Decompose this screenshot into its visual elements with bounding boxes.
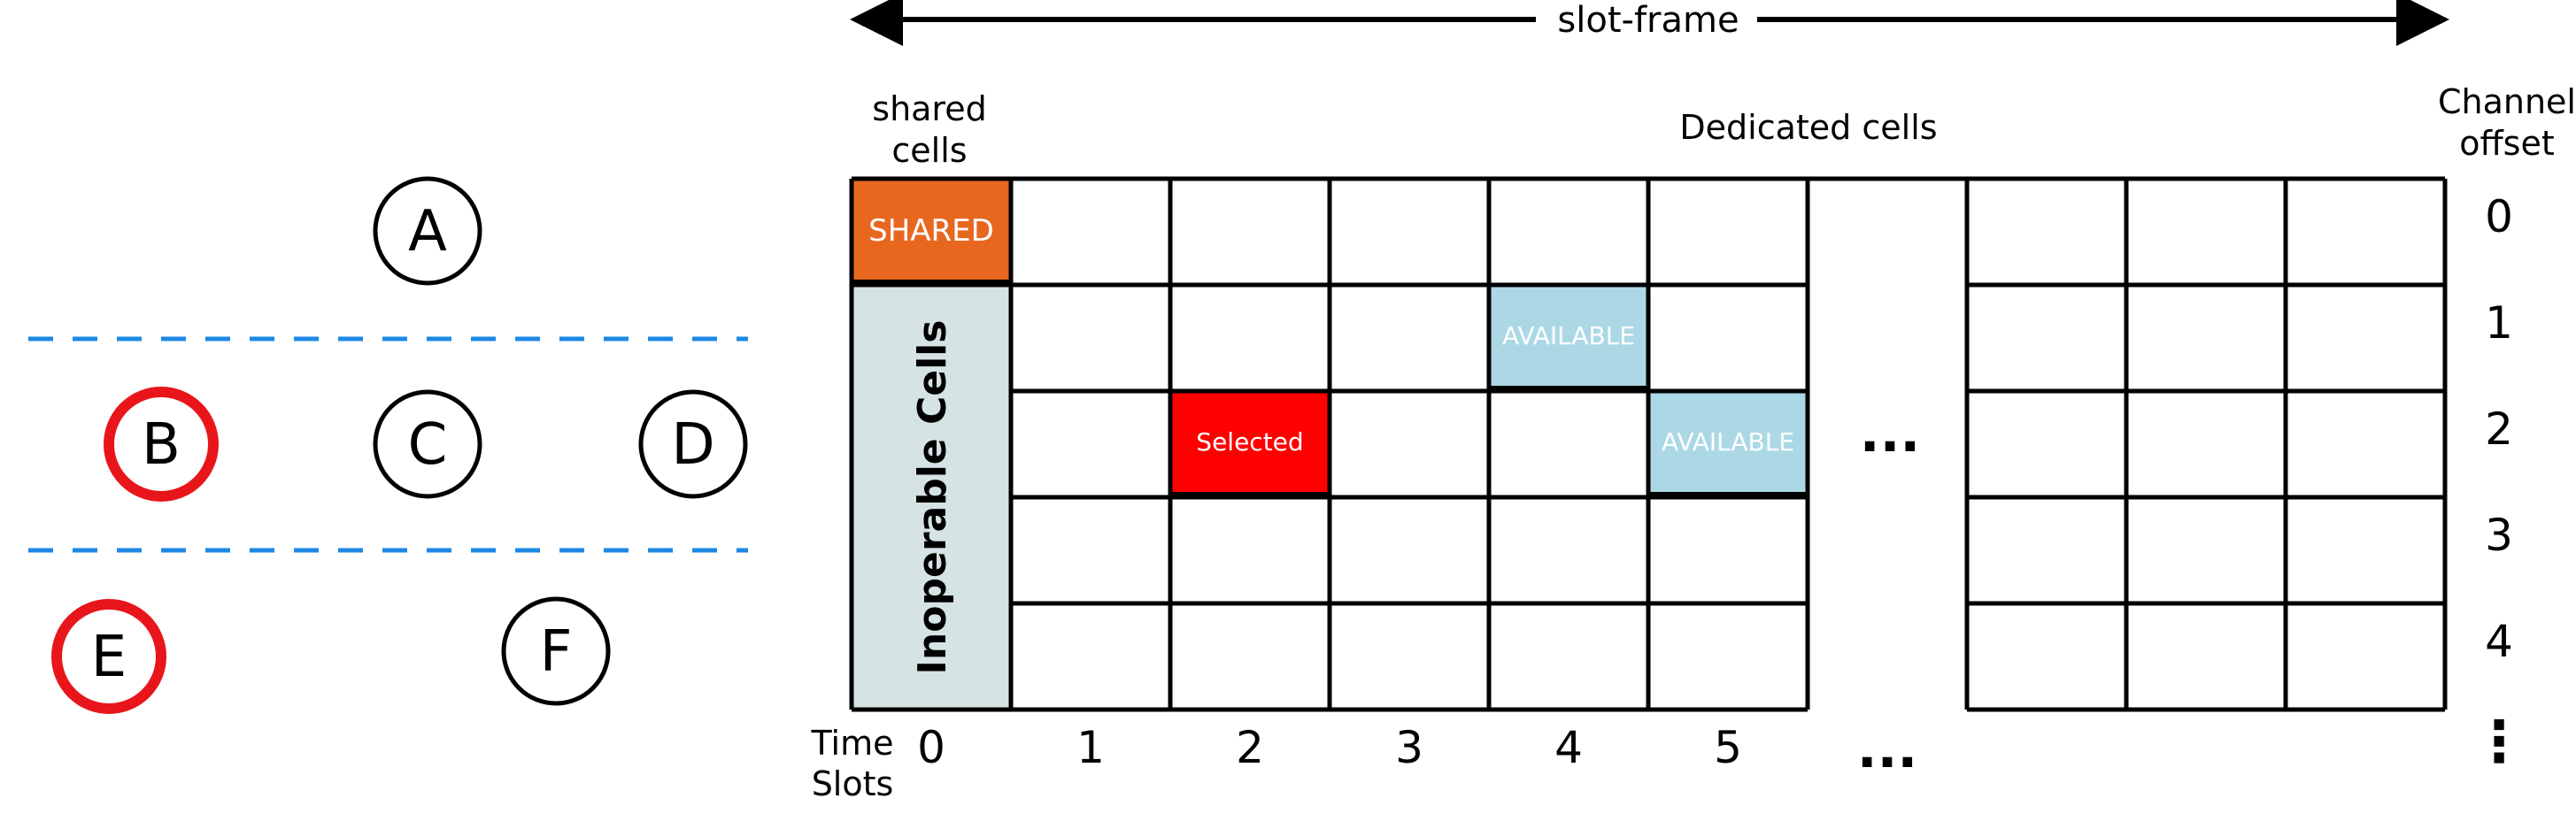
node-f: F <box>501 596 611 706</box>
inoperable-cells-label: Inoperable Cells <box>910 320 955 675</box>
shared-cell-label: SHARED <box>868 213 994 249</box>
node-b: B <box>104 387 219 502</box>
node-b-circle <box>104 387 219 502</box>
shared-cell <box>852 179 1011 285</box>
time-slot-0: 0 <box>917 722 945 773</box>
available-cell-2 <box>1648 391 1808 497</box>
node-c: C <box>373 389 482 499</box>
channel-offset-ellipsis: ⋮ <box>2471 710 2527 775</box>
cell-emphasis-borders <box>852 280 1808 499</box>
node-e-circle <box>51 599 166 714</box>
time-slots-header-line1: Time <box>811 724 894 763</box>
node-d: D <box>638 389 748 499</box>
available-cell-1-label: AVAILABLE <box>1502 321 1635 350</box>
node-e: E <box>51 599 166 714</box>
time-slot-3: 3 <box>1395 722 1423 773</box>
time-slots-header-line2: Slots <box>812 764 894 803</box>
grid-right <box>1964 176 2448 712</box>
channel-offset-2: 2 <box>2485 403 2513 455</box>
node-b-label: B <box>142 412 181 478</box>
slot-frame-label: slot-frame <box>1557 0 1739 41</box>
grid-ellipsis: ... <box>1860 403 1920 464</box>
channel-offset-3: 3 <box>2485 510 2513 561</box>
channel-offset-0: 0 <box>2485 191 2513 242</box>
time-slots-ellipsis: ... <box>1857 718 1917 780</box>
node-e-label: E <box>91 625 127 690</box>
selected-cell-label: Selected <box>1196 427 1303 457</box>
node-a-label: A <box>408 199 447 265</box>
time-slot-1: 1 <box>1076 722 1105 773</box>
shared-cells-header-line2: cells <box>891 131 967 170</box>
grid-main <box>849 176 1810 712</box>
inoperable-cells <box>852 285 1011 710</box>
time-slot-5: 5 <box>1714 722 1742 773</box>
channel-offset-4: 4 <box>2485 616 2513 667</box>
topology-panel: A B C D E F <box>28 176 748 714</box>
node-c-label: C <box>408 412 448 478</box>
node-a-circle <box>373 176 482 286</box>
node-f-circle <box>501 596 611 706</box>
channel-offset-1: 1 <box>2485 297 2513 349</box>
channel-offset-header-line1: Channel <box>2438 82 2576 121</box>
dedicated-cells-header: Dedicated cells <box>1679 108 1937 147</box>
time-slot-labels: 0 1 2 3 4 5 <box>917 722 1742 773</box>
available-cell-2-label: AVAILABLE <box>1662 427 1794 457</box>
node-d-circle <box>638 389 748 499</box>
available-cell-1 <box>1489 285 1648 391</box>
node-a: A <box>373 176 482 286</box>
channel-offset-header-line2: offset <box>2459 124 2555 163</box>
selected-cell <box>1170 391 1330 497</box>
node-d-label: D <box>671 412 714 478</box>
node-f-label: F <box>540 619 573 685</box>
shared-cells-header-line1: shared <box>872 89 986 128</box>
node-c-circle <box>373 389 482 499</box>
slotframe-panel: slot-frame shared cells Dedicated cells … <box>811 0 2576 803</box>
time-slot-4: 4 <box>1554 722 1583 773</box>
channel-offset-labels: 0 1 2 3 4 <box>2485 191 2513 667</box>
time-slot-2: 2 <box>1236 722 1264 773</box>
